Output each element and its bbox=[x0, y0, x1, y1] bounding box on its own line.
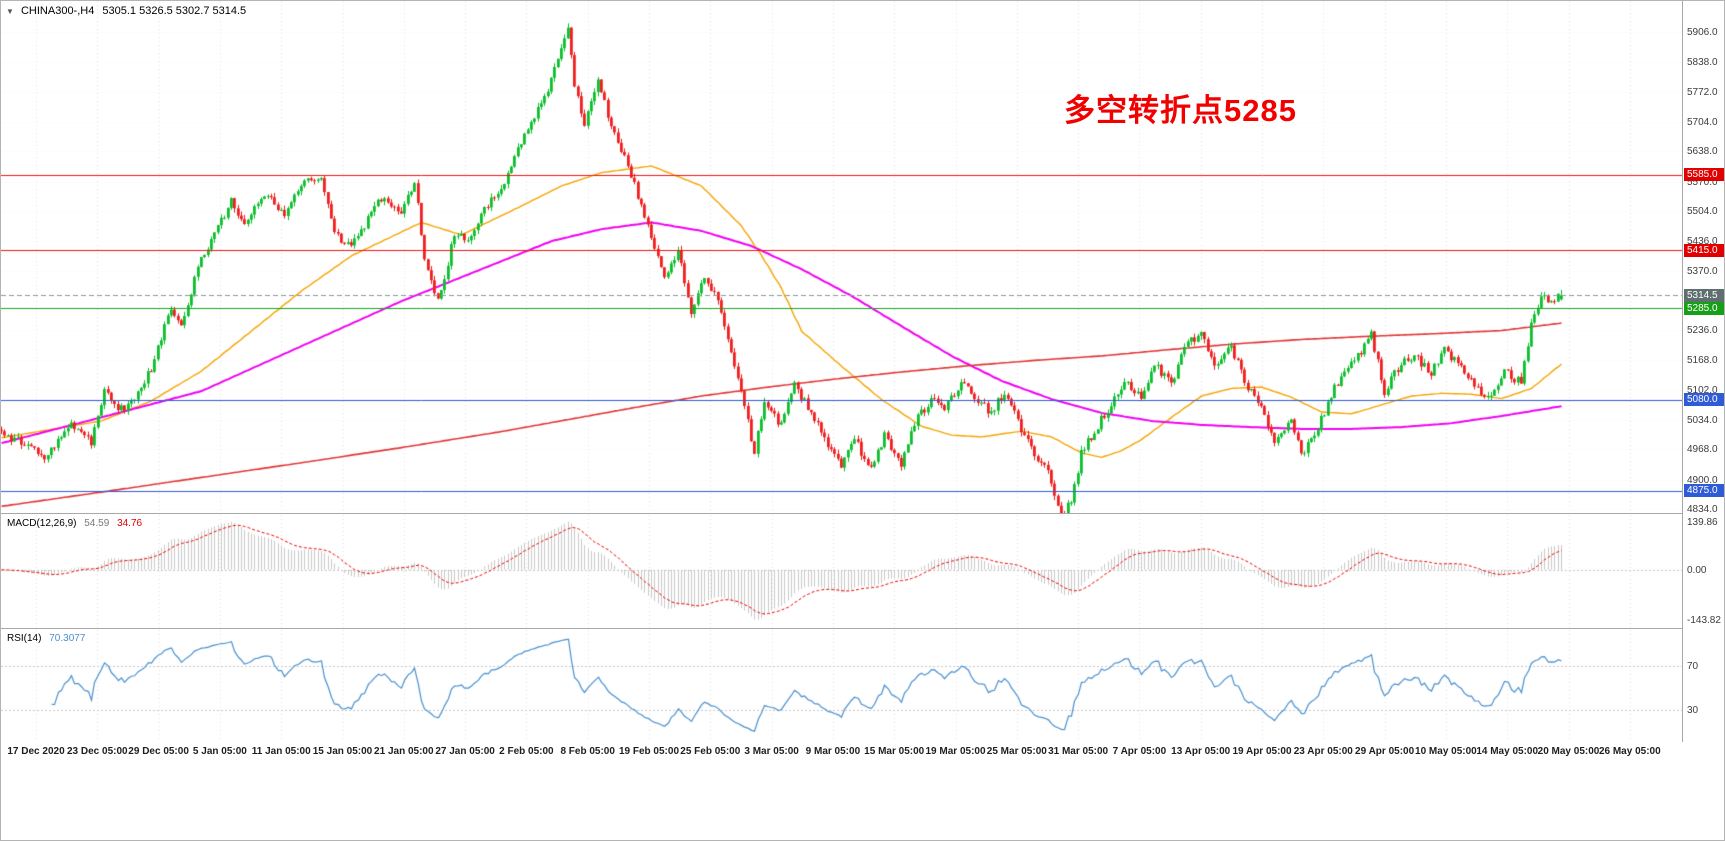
symbol-period-label: CHINA300-,H4 bbox=[20, 5, 95, 17]
price-axis-label: 5772.0 bbox=[1687, 86, 1718, 98]
price-axis-label: 4900.0 bbox=[1687, 474, 1718, 486]
pivot-5285-tag[interactable]: 5285.0 bbox=[1684, 301, 1724, 315]
price-axis-label: 5102.0 bbox=[1687, 384, 1718, 396]
time-axis-label: 14 May 05:00 bbox=[1476, 746, 1539, 757]
time-axis-label: 29 Dec 05:00 bbox=[128, 746, 189, 757]
price-axis-label: 5906.0 bbox=[1687, 27, 1718, 38]
resistance-5415-tag[interactable]: 5415.0 bbox=[1684, 243, 1724, 257]
rsi-axis-label: 30 bbox=[1687, 705, 1699, 716]
time-axis-label: 25 Feb 05:00 bbox=[680, 746, 741, 757]
time-axis-label: 15 Mar 05:00 bbox=[864, 746, 925, 757]
chart-annotation[interactable]: 多空转折点5285 bbox=[1064, 93, 1297, 128]
macd-axis-label: 0.00 bbox=[1687, 564, 1707, 576]
time-axis-label: 19 Apr 05:00 bbox=[1232, 746, 1292, 757]
time-axis-label: 11 Jan 05:00 bbox=[251, 746, 311, 757]
macd-panel-canvas[interactable] bbox=[1, 515, 1683, 628]
price-axis-label: 5704.0 bbox=[1687, 116, 1718, 128]
macd-header: MACD(12,26,9) 54.59 34.76 bbox=[7, 518, 142, 529]
time-axis-label: 5 Jan 05:00 bbox=[192, 746, 247, 757]
time-axis-label: 25 Mar 05:00 bbox=[986, 746, 1047, 757]
price-chart-canvas[interactable] bbox=[1, 1, 1683, 513]
macd-axis-label: 139.86 bbox=[1687, 516, 1718, 528]
price-axis-label: 5504.0 bbox=[1687, 205, 1718, 217]
rsi-panel-canvas[interactable] bbox=[1, 630, 1683, 742]
time-axis-label: 31 Mar 05:00 bbox=[1048, 746, 1109, 757]
time-axis-label: 20 May 05:00 bbox=[1537, 746, 1600, 757]
time-axis-label: 10 May 05:00 bbox=[1415, 746, 1477, 757]
resistance-5585-tag[interactable]: 5585.0 bbox=[1684, 168, 1724, 182]
time-axis-label: 3 Mar 05:00 bbox=[744, 746, 799, 757]
ohlc-readout: 5305.1 5326.5 5302.7 5314.5 bbox=[102, 5, 247, 17]
price-axis[interactable]: 5906.0 5838.0 5772.0 5704.0 5638.0 5570.0 5504… bbox=[1682, 1, 1724, 766]
price-axis-label: 5436.0 bbox=[1687, 236, 1718, 248]
macd-label: MACD(12,26,9) bbox=[7, 518, 77, 529]
price-axis-label: 5236.0 bbox=[1687, 325, 1718, 337]
support-5080-tag[interactable]: 5080.0 bbox=[1684, 393, 1724, 407]
macd-main-value: 54.59 bbox=[84, 518, 110, 529]
rsi-axis-label: 70 bbox=[1687, 661, 1699, 672]
time-axis-label: 9 Mar 05:00 bbox=[805, 746, 861, 757]
rsi-value: 70.3077 bbox=[49, 633, 86, 644]
time-axis-label: 26 May 05:00 bbox=[1598, 746, 1661, 757]
price-axis-label: 4968.0 bbox=[1687, 444, 1718, 456]
price-axis-label: 5838.0 bbox=[1687, 57, 1718, 69]
time-axis-label: 27 Jan 05:00 bbox=[435, 746, 495, 757]
macd-axis-label: -143.82 bbox=[1687, 614, 1721, 626]
time-axis-label: 29 Apr 05:00 bbox=[1355, 746, 1415, 757]
panel-separator[interactable] bbox=[1, 513, 1683, 514]
panel-separator[interactable] bbox=[1, 628, 1683, 629]
support-4875-tag[interactable]: 4875.0 bbox=[1684, 484, 1724, 498]
price-axis-label: 4834.0 bbox=[1687, 504, 1718, 515]
time-axis-label: 13 Apr 05:00 bbox=[1171, 746, 1231, 757]
price-axis-label: 5370.0 bbox=[1687, 265, 1718, 277]
time-axis-label: 7 Apr 05:00 bbox=[1112, 746, 1167, 757]
chevron-down-icon[interactable]: ▼ bbox=[6, 7, 14, 16]
time-axis-label: 2 Feb 05:00 bbox=[499, 746, 554, 757]
price-axis-label: 5034.0 bbox=[1687, 415, 1718, 426]
time-axis-label: 19 Mar 05:00 bbox=[925, 746, 986, 757]
rsi-label: RSI(14) bbox=[7, 633, 42, 644]
time-axis-label: 23 Dec 05:00 bbox=[66, 746, 128, 757]
time-axis-label: 8 Feb 05:00 bbox=[560, 746, 615, 757]
price-axis-label: 5168.0 bbox=[1687, 355, 1718, 367]
price-axis-label: 5638.0 bbox=[1687, 146, 1718, 158]
macd-signal-value: 34.76 bbox=[117, 518, 143, 529]
time-axis-label: 19 Feb 05:00 bbox=[618, 746, 680, 757]
time-axis-label: 23 Apr 05:00 bbox=[1293, 746, 1353, 757]
rsi-header: RSI(14) 70.3077 bbox=[7, 633, 85, 644]
time-axis[interactable]: 17 Dec 2020 23 Dec 05:00 29 Dec 05:00 5 Jan… bbox=[1, 742, 1683, 768]
time-axis-label: 17 Dec 2020 bbox=[7, 746, 65, 757]
symbol-header: ▼ CHINA300-,H4 5305.1 5326.5 5302.7 5314… bbox=[6, 5, 246, 17]
current-price-tag[interactable]: 5314.5 bbox=[1684, 288, 1724, 302]
price-axis-label: 5570.0 bbox=[1687, 176, 1718, 188]
time-axis-label: 21 Jan 05:00 bbox=[374, 746, 434, 757]
time-axis-label: 15 Jan 05:00 bbox=[312, 746, 373, 757]
